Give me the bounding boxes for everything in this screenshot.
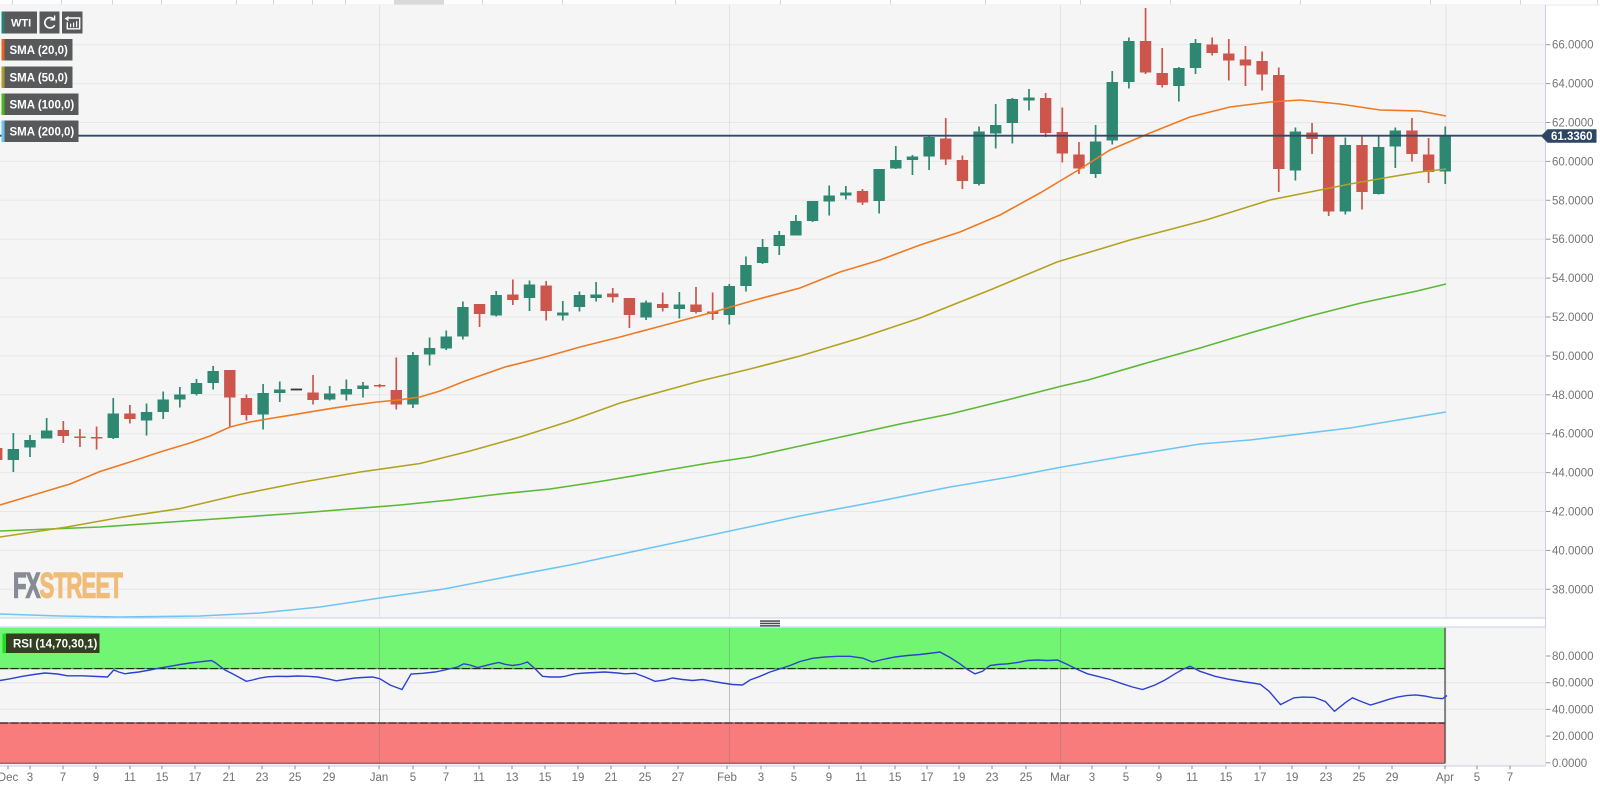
svg-text:17: 17 <box>921 772 934 784</box>
svg-text:50.0000: 50.0000 <box>1552 351 1594 363</box>
svg-text:62.0000: 62.0000 <box>1552 118 1594 130</box>
svg-text:60.0000: 60.0000 <box>1552 678 1594 690</box>
svg-text:23: 23 <box>986 772 999 784</box>
svg-text:Mar: Mar <box>1050 772 1070 784</box>
svg-text:21: 21 <box>223 772 236 784</box>
svg-text:3: 3 <box>27 772 33 784</box>
svg-text:25: 25 <box>289 772 302 784</box>
svg-text:5: 5 <box>1474 772 1480 784</box>
svg-text:WTI: WTI <box>11 18 31 30</box>
svg-text:19: 19 <box>1286 772 1299 784</box>
svg-text:64.0000: 64.0000 <box>1552 79 1594 91</box>
svg-text:17: 17 <box>189 772 202 784</box>
svg-text:SMA (200,0): SMA (200,0) <box>10 126 75 138</box>
svg-text:7: 7 <box>1507 772 1513 784</box>
svg-text:11: 11 <box>473 772 485 784</box>
svg-text:15: 15 <box>1220 772 1233 784</box>
svg-text:29: 29 <box>323 772 336 784</box>
svg-text:23: 23 <box>1320 772 1333 784</box>
svg-text:SMA (100,0): SMA (100,0) <box>10 99 75 111</box>
svg-text:60.0000: 60.0000 <box>1552 156 1594 168</box>
svg-text:19: 19 <box>953 772 966 784</box>
svg-text:3: 3 <box>758 772 764 784</box>
svg-text:13: 13 <box>506 772 519 784</box>
svg-text:FXSTREET: FXSTREET <box>13 568 123 606</box>
svg-text:21: 21 <box>605 772 618 784</box>
svg-text:38.0000: 38.0000 <box>1552 584 1594 596</box>
svg-text:23: 23 <box>256 772 269 784</box>
svg-text:29: 29 <box>1386 772 1399 784</box>
svg-text:5: 5 <box>410 772 416 784</box>
svg-text:SMA (20,0): SMA (20,0) <box>10 45 69 57</box>
svg-text:20.0000: 20.0000 <box>1552 731 1594 743</box>
svg-text:66.0000: 66.0000 <box>1552 40 1594 52</box>
svg-text:42.0000: 42.0000 <box>1552 507 1594 519</box>
svg-text:25: 25 <box>1353 772 1366 784</box>
svg-text:48.0000: 48.0000 <box>1552 390 1594 402</box>
svg-text:Jan: Jan <box>370 772 389 784</box>
svg-text:SMA (50,0): SMA (50,0) <box>10 72 69 84</box>
svg-text:Feb: Feb <box>717 772 737 784</box>
svg-text:56.0000: 56.0000 <box>1552 234 1594 246</box>
svg-text:Apr: Apr <box>1436 772 1454 784</box>
svg-text:27: 27 <box>672 772 685 784</box>
svg-text:80.0000: 80.0000 <box>1552 651 1594 663</box>
svg-text:7: 7 <box>443 772 449 784</box>
svg-text:61.3360: 61.3360 <box>1551 131 1593 143</box>
svg-text:25: 25 <box>1020 772 1033 784</box>
svg-text:9: 9 <box>1156 772 1162 784</box>
svg-text:11: 11 <box>1186 772 1198 784</box>
svg-text:5: 5 <box>791 772 797 784</box>
svg-text:17: 17 <box>1254 772 1267 784</box>
svg-text:58.0000: 58.0000 <box>1552 195 1594 207</box>
svg-text:5: 5 <box>1123 772 1129 784</box>
svg-text:11: 11 <box>855 772 867 784</box>
svg-text:40.0000: 40.0000 <box>1552 704 1594 716</box>
svg-text:19: 19 <box>572 772 585 784</box>
svg-text:15: 15 <box>539 772 552 784</box>
svg-text:44.0000: 44.0000 <box>1552 468 1594 480</box>
svg-text:Dec: Dec <box>0 772 18 784</box>
svg-text:9: 9 <box>826 772 832 784</box>
svg-text:15: 15 <box>156 772 169 784</box>
svg-text:15: 15 <box>889 772 902 784</box>
svg-text:0.0000: 0.0000 <box>1552 758 1587 770</box>
svg-text:52.0000: 52.0000 <box>1552 312 1594 324</box>
svg-text:54.0000: 54.0000 <box>1552 273 1594 285</box>
svg-text:7: 7 <box>60 772 66 784</box>
svg-text:40.0000: 40.0000 <box>1552 545 1594 557</box>
svg-text:46.0000: 46.0000 <box>1552 429 1594 441</box>
svg-text:RSI (14,70,30,1): RSI (14,70,30,1) <box>13 638 98 650</box>
svg-text:9: 9 <box>93 772 99 784</box>
svg-text:3: 3 <box>1089 772 1095 784</box>
svg-text:25: 25 <box>639 772 652 784</box>
svg-text:11: 11 <box>124 772 136 784</box>
